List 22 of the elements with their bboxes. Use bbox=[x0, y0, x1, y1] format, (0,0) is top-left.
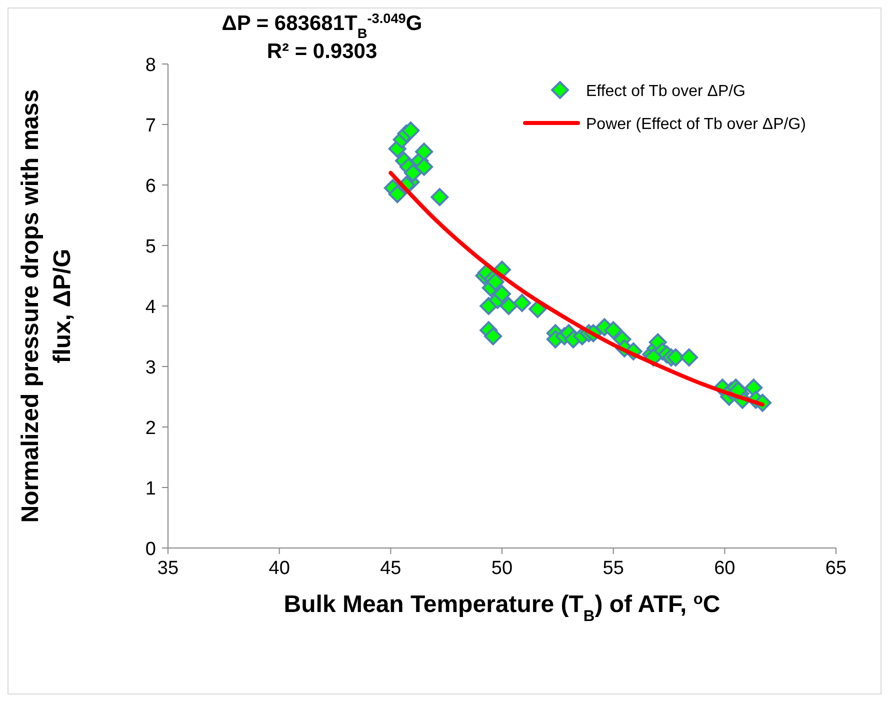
x-tick-label: 35 bbox=[157, 558, 179, 579]
y-tick-label: 1 bbox=[145, 478, 156, 500]
x-tick-label: 40 bbox=[268, 558, 290, 579]
y-tick-label: 0 bbox=[145, 539, 156, 560]
x-tick-label: 65 bbox=[825, 558, 847, 579]
y-tick-label: 8 bbox=[145, 55, 156, 76]
y-axis-title: Normalized pressure drops with mass flux, ΔP/G bbox=[17, 89, 76, 523]
y-tick-label: 3 bbox=[145, 358, 156, 378]
y-tick-label: 2 bbox=[145, 418, 156, 439]
y-tick-label: 7 bbox=[145, 116, 156, 136]
y-tick-label: 4 bbox=[145, 297, 156, 318]
x-tick-label: 60 bbox=[714, 558, 736, 579]
text: R² = 0.9303 bbox=[266, 40, 378, 63]
x-tick-label: 55 bbox=[602, 558, 624, 579]
text: ΔP = 683681T$_{B}$$^{-3.049}$G bbox=[222, 10, 422, 40]
y-tick-label: 5 bbox=[145, 236, 156, 258]
x-tick-label: 45 bbox=[380, 558, 402, 579]
x-tick-label: 50 bbox=[491, 558, 513, 579]
x-axis-title: Bulk Mean Temperature (T$_{B}$) of ATF, $^{o}$C bbox=[284, 590, 720, 624]
y-tick-label: 6 bbox=[145, 176, 156, 197]
legend-label: Effect of Tb over ΔP/G bbox=[586, 83, 746, 100]
legend-label: Power (Effect of Tb over ΔP/G) bbox=[586, 116, 806, 133]
